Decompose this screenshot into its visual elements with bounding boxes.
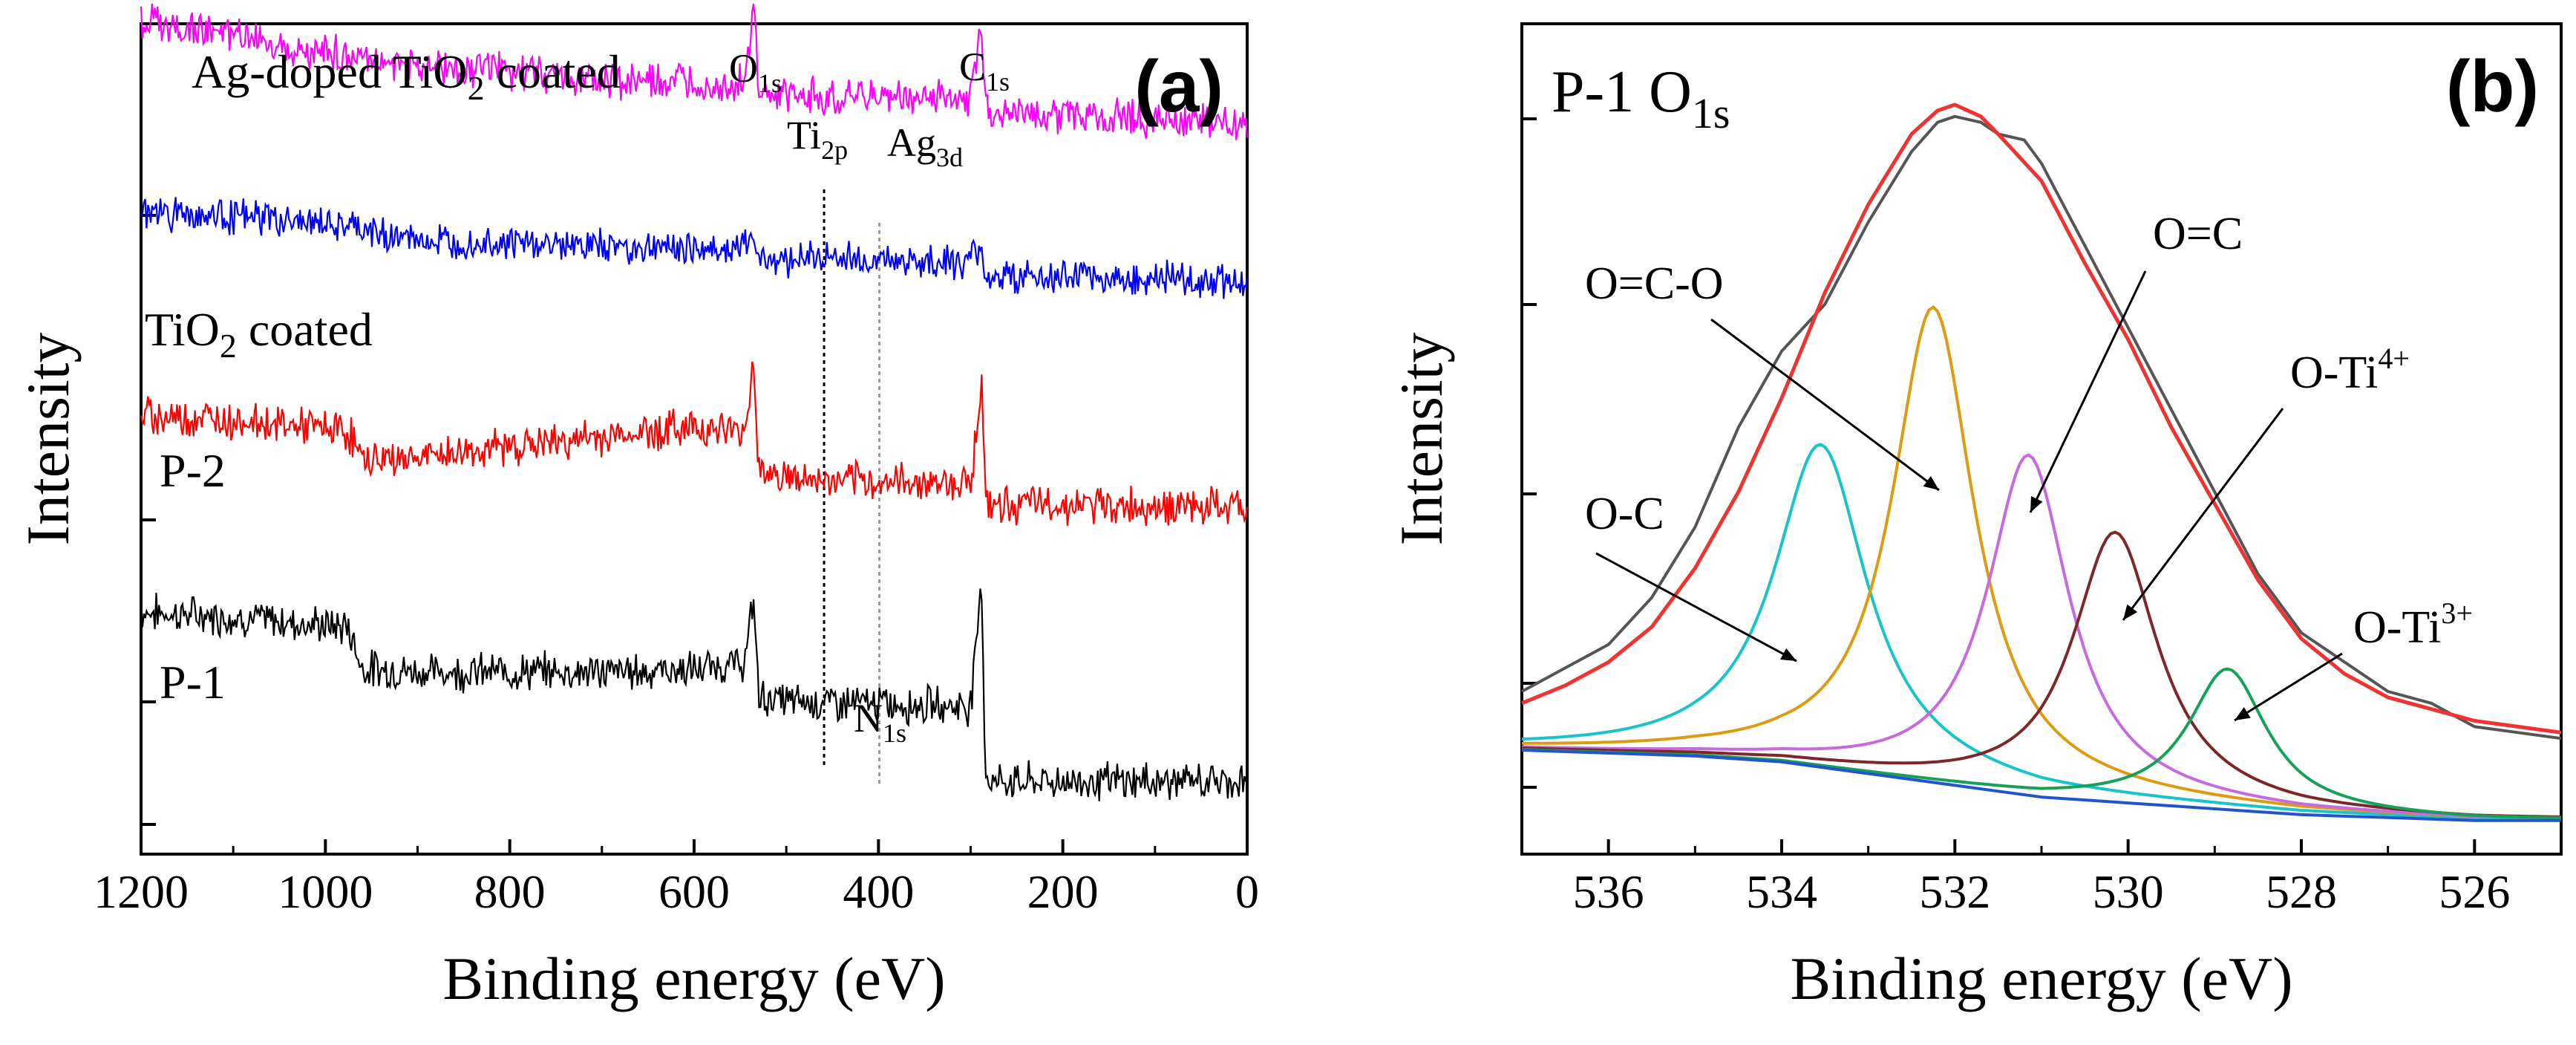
b-annotation-arrow [2234, 652, 2343, 722]
b-x-tick-label: 528 [2266, 865, 2337, 918]
a-series-line [140, 197, 1249, 299]
a-series-line [140, 361, 1249, 527]
b-envelope-line [1521, 102, 2562, 735]
a-series-label: Ag-doped TiO2 coated [192, 45, 621, 107]
a-peak-label: N1s [854, 696, 906, 748]
b-x-tick-label: 532 [1919, 865, 1990, 918]
b-background-line [1521, 749, 2561, 822]
b-peak-label: O-C [1585, 489, 1664, 539]
b-peak-label: O=C-O [1585, 258, 1724, 309]
panel-a-ylabel: Intensity [14, 333, 82, 546]
b-arrow-head [2235, 707, 2251, 720]
panel-a-marks: 1200 1000 800 600 400 200 0 P-1 P-2 TiO2 coated Ag… [94, 3, 1259, 918]
b-component-peak [1522, 305, 2562, 819]
b-annotation-arrow [1595, 552, 1797, 663]
panel-b-title-sub: 1s [1692, 89, 1730, 137]
a-series-label: P-2 [160, 444, 226, 497]
b-peak-label: O=C [2153, 209, 2243, 259]
panel-b: 536 534 532 530 528 526 O-C O=C-O O=C O-Ti4+ O-Ti3… [1387, 22, 2563, 1012]
b-annotation-arrow [2029, 270, 2147, 513]
b-arrow-head [2030, 496, 2043, 512]
b-arrow-head [1923, 475, 1939, 490]
panel-b-xlabel: Binding energy (eV) [1790, 945, 2292, 1012]
panel-b-ylabel: Intensity [1387, 333, 1455, 546]
a-series-label: TiO2 coated [145, 303, 373, 365]
a-x-tick-label: 0 [1235, 865, 1259, 918]
panel-a-xlabel: Binding energy (eV) [442, 945, 945, 1012]
a-peak-label: Ti2p [787, 113, 848, 165]
b-raw-data-line [1521, 114, 2562, 740]
b-component-peak [1521, 530, 2562, 818]
b-x-tick-label: 530 [2093, 865, 2164, 918]
b-arrow-head [1780, 648, 1797, 661]
b-peak-label: O-Ti4+ [2290, 342, 2410, 398]
panel-b-marks: 536 534 532 530 528 526 O-C O=C-O O=C O-Ti4+ O-Ti3… [1521, 102, 2563, 918]
b-annotation-arrow [2122, 408, 2284, 621]
panel-b-frame [1520, 22, 2563, 856]
b-arrow-head [2123, 604, 2138, 620]
panel-b-title: P-1 O1s [1552, 59, 1730, 137]
panel-a: 1200 1000 800 600 400 200 0 P-1 P-2 TiO2 coated Ag… [14, 3, 1259, 1012]
a-x-tick-label: 800 [474, 865, 546, 918]
b-component-peak [1521, 443, 2561, 821]
panel-b-title-main: P-1 O [1552, 59, 1692, 125]
a-series-label: P-1 [160, 656, 226, 709]
a-x-tick-label: 1000 [278, 865, 373, 918]
a-peak-label: Ag3d [887, 120, 963, 172]
a-x-tick-label: 400 [843, 865, 914, 918]
b-x-tick-label: 536 [1573, 865, 1644, 918]
panel-b-letter: (b) [2446, 45, 2539, 127]
b-annotation-arrow [1710, 318, 1940, 492]
a-peak-label: C1s [959, 45, 1010, 97]
b-x-tick-label: 526 [2439, 865, 2510, 918]
a-x-tick-label: 200 [1027, 865, 1099, 918]
b-component-peak [1521, 453, 2561, 819]
b-peak-label: O-Ti3+ [2353, 596, 2473, 653]
a-x-tick-label: 600 [658, 865, 730, 918]
panel-a-letter: (a) [1134, 45, 1223, 127]
a-series-line [140, 588, 1249, 801]
a-x-tick-label: 1200 [94, 865, 189, 918]
a-peak-label: O1s [729, 46, 782, 98]
b-x-tick-label: 534 [1746, 865, 1817, 918]
a-series-line [140, 3, 1249, 140]
b-component-peak [1521, 667, 2562, 819]
